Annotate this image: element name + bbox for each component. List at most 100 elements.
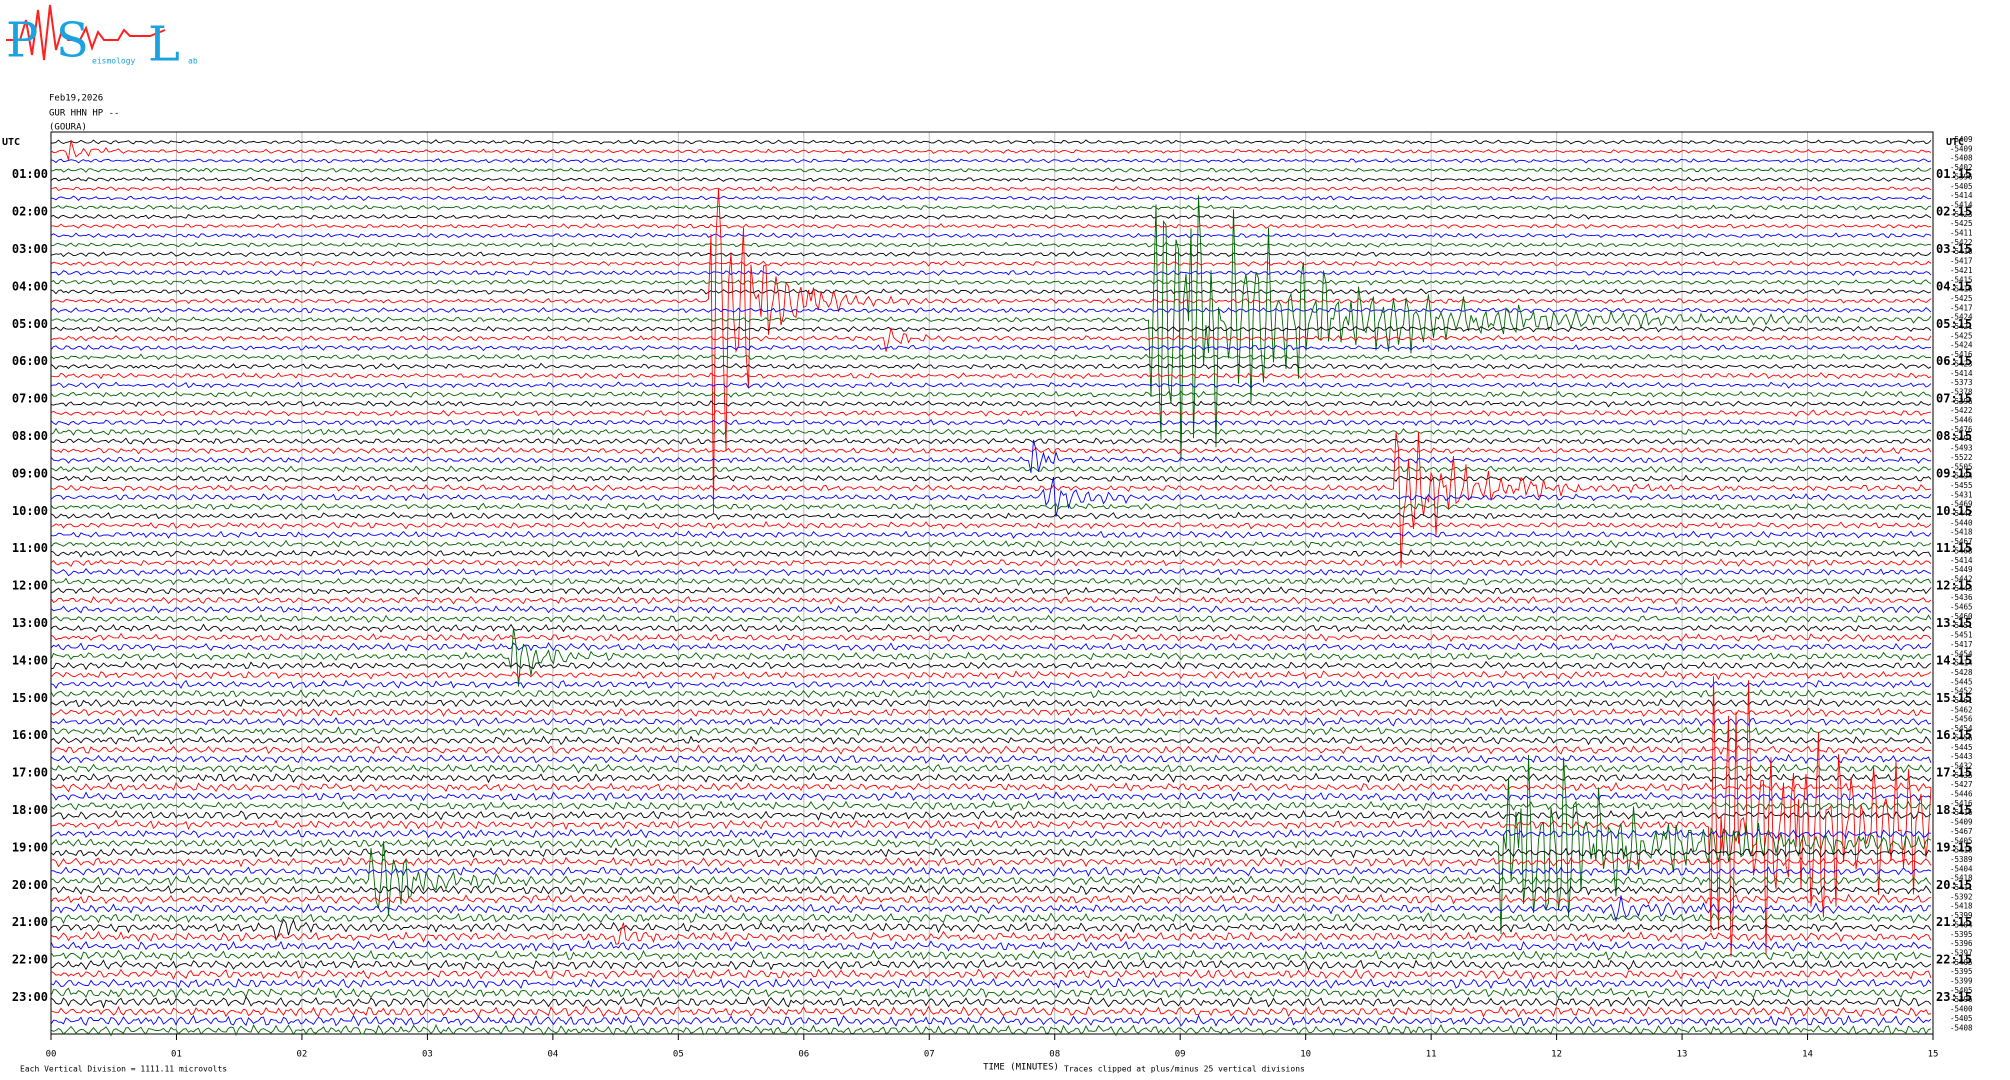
offset-label: -5456 bbox=[1950, 715, 1973, 724]
offset-label: -5431 bbox=[1950, 490, 1973, 499]
left-hour: 19:00 bbox=[12, 840, 48, 854]
x-tick-label: 14 bbox=[1802, 1050, 1813, 1060]
offset-label: -5443 bbox=[1950, 584, 1973, 593]
x-tick-label: 03 bbox=[422, 1050, 433, 1060]
trace bbox=[50, 772, 1932, 784]
x-tick-label: 05 bbox=[673, 1050, 684, 1060]
offset-label: -5378 bbox=[1950, 387, 1973, 396]
right-hour: 10:15 bbox=[1936, 504, 1972, 518]
offset-label: -5414 bbox=[1950, 659, 1973, 668]
logo-small: ab bbox=[188, 57, 198, 66]
offset-label: -5424 bbox=[1950, 313, 1973, 322]
offset-label: -5389 bbox=[1950, 855, 1973, 864]
right-corner: UTC bbox=[1946, 137, 1964, 148]
offset-label: -5415 bbox=[1950, 275, 1973, 284]
x-tick-label: 07 bbox=[924, 1050, 935, 1060]
trace bbox=[50, 660, 1932, 671]
right-hour: 05:15 bbox=[1936, 317, 1972, 331]
trace bbox=[50, 241, 1932, 248]
traces bbox=[50, 139, 1932, 1037]
logo: P S L eismology ab bbox=[6, 4, 198, 73]
left-hour: 16:00 bbox=[12, 728, 48, 742]
offset-label: -5460 bbox=[1950, 612, 1973, 621]
left-hour: 02:00 bbox=[12, 205, 48, 219]
offset-label: -5417 bbox=[1950, 303, 1973, 312]
trace bbox=[50, 688, 1932, 699]
trace bbox=[50, 1023, 1932, 1037]
trace bbox=[50, 1005, 1932, 1018]
offset-label: -5417 bbox=[1950, 640, 1973, 649]
trace bbox=[50, 884, 1932, 896]
trace bbox=[50, 716, 1932, 727]
right-hour: 23:15 bbox=[1936, 990, 1972, 1004]
trace bbox=[50, 567, 1932, 577]
trace bbox=[50, 223, 1932, 230]
trace bbox=[50, 251, 1932, 258]
trace bbox=[50, 327, 1932, 352]
offset-label: -5454 bbox=[1950, 649, 1973, 658]
scale-note: Each Vertical Division = 1111.11 microvo… bbox=[20, 1065, 227, 1074]
offset-label: -5449 bbox=[1950, 565, 1973, 574]
offset-label: -5491 bbox=[1950, 434, 1973, 443]
offset-label: -5405 bbox=[1950, 836, 1973, 845]
offset-label: -5408 bbox=[1950, 1023, 1973, 1032]
offset-label: -5465 bbox=[1950, 603, 1973, 612]
offset-label: -5421 bbox=[1950, 322, 1973, 331]
x-tick-label: 02 bbox=[297, 1050, 308, 1060]
left-hour: 09:00 bbox=[12, 466, 48, 480]
trace bbox=[50, 949, 1932, 962]
left-hour: 08:00 bbox=[12, 429, 48, 443]
offset-label: -5422 bbox=[1950, 406, 1973, 415]
trace bbox=[50, 922, 1932, 945]
trace bbox=[50, 959, 1932, 971]
left-hour: 21:00 bbox=[12, 915, 48, 929]
offset-label: -5414 bbox=[1950, 200, 1973, 209]
site: (GOURA) bbox=[49, 123, 87, 133]
trace bbox=[50, 614, 1932, 624]
trace bbox=[50, 895, 1932, 923]
x-tick-label: 13 bbox=[1677, 1050, 1688, 1060]
trace bbox=[50, 476, 1932, 517]
offset-label: -5452 bbox=[1950, 687, 1973, 696]
x-tick-label: 06 bbox=[798, 1050, 809, 1060]
left-hour: 01:00 bbox=[12, 167, 48, 181]
x-tick-label: 15 bbox=[1928, 1050, 1939, 1060]
station: GUR HHN HP -- bbox=[49, 109, 119, 119]
trace bbox=[50, 912, 1932, 925]
right-hour: 19:15 bbox=[1936, 840, 1972, 854]
trace bbox=[50, 800, 1932, 812]
trace bbox=[50, 918, 1932, 942]
trace bbox=[50, 502, 1932, 511]
offset-label: -5427 bbox=[1950, 780, 1973, 789]
right-hour: 08:15 bbox=[1936, 429, 1972, 443]
trace bbox=[50, 1014, 1932, 1027]
right-hour: 09:15 bbox=[1936, 466, 1972, 480]
trace bbox=[50, 632, 1932, 643]
right-hour: 15:15 bbox=[1936, 691, 1972, 705]
right-hour: 07:15 bbox=[1936, 392, 1972, 406]
left-hour: 11:00 bbox=[12, 541, 48, 555]
trace bbox=[50, 676, 1932, 957]
offset-label: -5418 bbox=[1950, 846, 1973, 855]
left-hour: 12:00 bbox=[12, 579, 48, 593]
logo-wave bbox=[6, 4, 166, 61]
offset-label: -5396 bbox=[1950, 939, 1973, 948]
logo-small: eismology bbox=[92, 57, 136, 66]
trace bbox=[50, 400, 1932, 408]
left-hour: 23:00 bbox=[12, 990, 48, 1004]
offset-label: -5395 bbox=[1950, 967, 1973, 976]
trace bbox=[50, 530, 1932, 539]
trace bbox=[50, 474, 1932, 483]
offset-label: -5416 bbox=[1950, 285, 1973, 294]
offset-label: -5396 bbox=[1950, 995, 1973, 1004]
offset-label: -5400 bbox=[1950, 1005, 1973, 1014]
trace bbox=[50, 679, 1932, 690]
trace bbox=[50, 856, 1932, 868]
trace bbox=[50, 735, 1932, 746]
trace bbox=[50, 511, 1932, 521]
trace bbox=[50, 627, 1931, 687]
right-hour: 02:15 bbox=[1936, 205, 1972, 219]
trace bbox=[50, 781, 1932, 793]
trace bbox=[50, 577, 1932, 586]
trace bbox=[50, 362, 1932, 370]
